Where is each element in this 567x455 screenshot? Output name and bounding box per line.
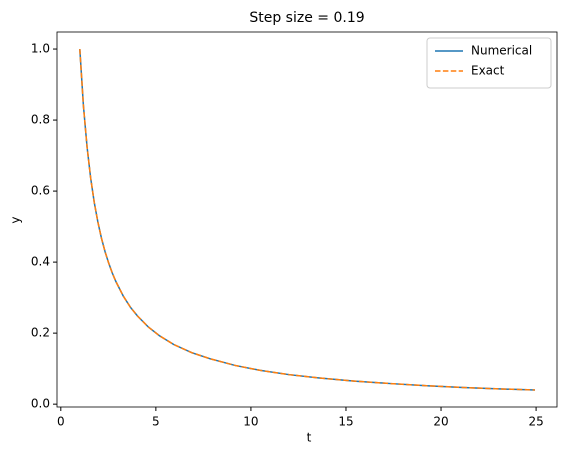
- x-tick-label: 10: [243, 415, 258, 429]
- x-tick-label: 20: [433, 415, 448, 429]
- y-tick-label: 1.0: [31, 42, 50, 56]
- y-tick-label: 0.6: [31, 184, 50, 198]
- x-tick-label: 15: [338, 415, 353, 429]
- x-tick-label: 25: [528, 415, 543, 429]
- y-axis-label: y: [9, 216, 23, 223]
- y-tick-label: 0.8: [31, 113, 50, 127]
- y-tick-label: 0.2: [31, 326, 50, 340]
- data-line: [79, 48, 535, 391]
- legend-label: Exact: [471, 64, 505, 78]
- plot-frame: [56, 31, 558, 408]
- x-tick-label: 5: [152, 415, 160, 429]
- x-tick-label: 0: [57, 415, 65, 429]
- x-axis-label: t: [307, 431, 312, 445]
- chart-title: Step size = 0.19: [249, 10, 364, 26]
- y-tick-label: 0.4: [31, 255, 50, 269]
- y-tick-label: 0.0: [31, 397, 50, 411]
- legend-label: Numerical: [471, 44, 532, 58]
- data-line: [79, 48, 535, 391]
